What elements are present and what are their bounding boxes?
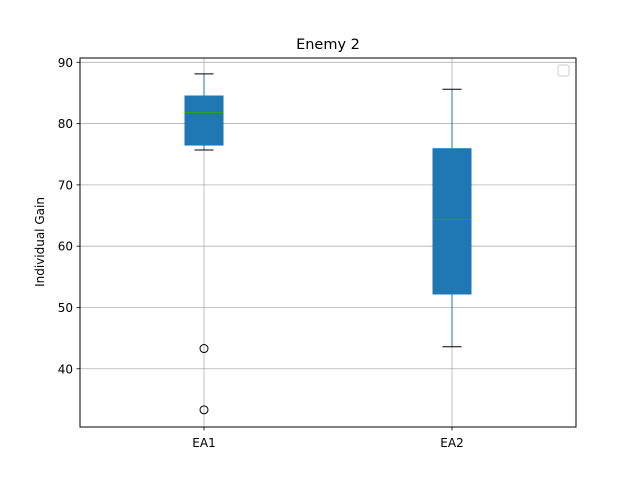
iqr-box — [432, 148, 472, 295]
plot-frame — [79, 57, 577, 428]
chart-title: Enemy 2 — [296, 37, 360, 53]
y-tick-label: 60 — [58, 240, 73, 254]
box-group-ea1 — [184, 73, 224, 415]
y-tick-label: 80 — [58, 117, 73, 131]
legend-box — [557, 64, 570, 77]
y-axis-label: Individual Gain — [33, 197, 47, 287]
box-group-ea2 — [432, 88, 472, 348]
outlier-point — [199, 344, 209, 354]
y-tick-label: 70 — [58, 178, 73, 192]
y-tick-label: 90 — [58, 56, 73, 70]
y-tick-label: 40 — [58, 362, 73, 376]
y-tick-label: 50 — [58, 301, 73, 315]
tick-layer: 40 50 60 70 80 90 EA1 EA2 — [58, 56, 464, 450]
outlier-point — [199, 405, 209, 415]
x-tick-label: EA1 — [192, 436, 215, 450]
box-layer — [184, 73, 472, 415]
iqr-box — [184, 95, 224, 146]
x-tick-label: EA2 — [440, 436, 463, 450]
